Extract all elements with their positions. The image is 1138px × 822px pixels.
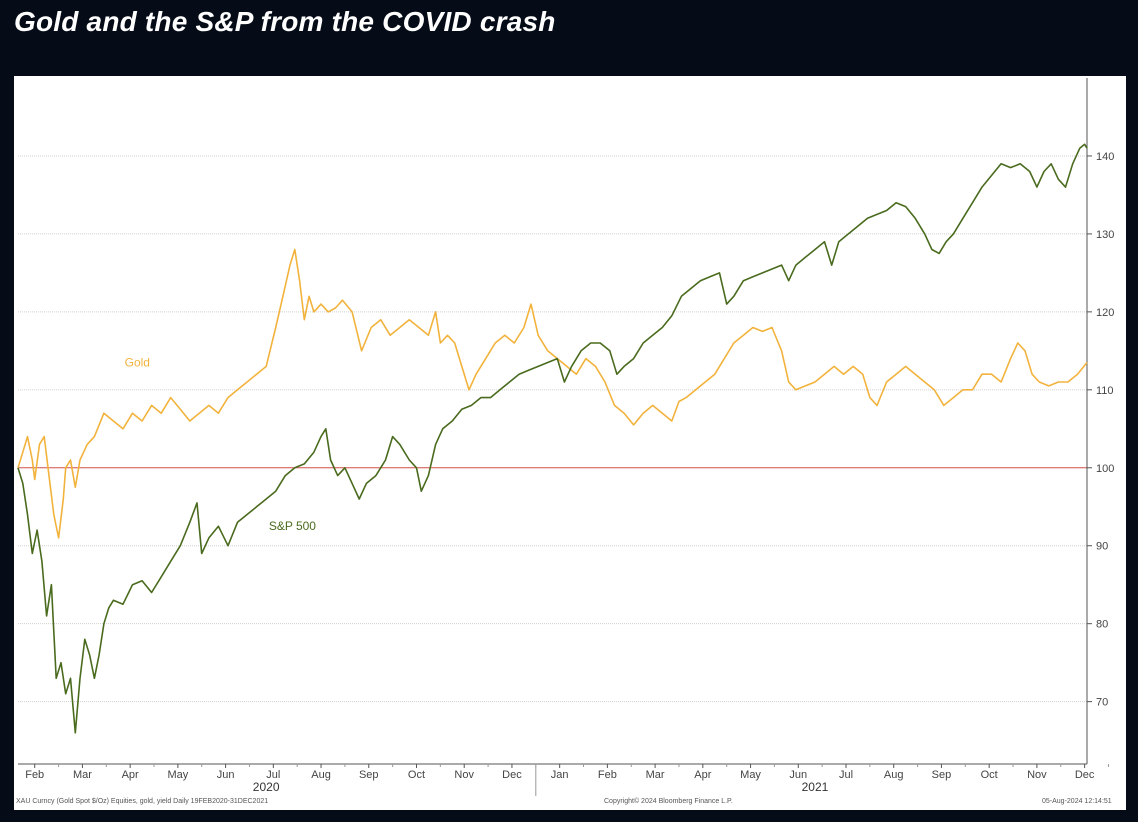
xtick-label-oct: Oct xyxy=(981,769,998,781)
year-label-2021: 2021 xyxy=(802,780,829,794)
series-labels: Gold S&P 500 xyxy=(125,355,317,533)
xtick-label-jun: Jun xyxy=(789,769,807,781)
xtick-label-sep: Sep xyxy=(932,769,952,781)
xtick-label-jul: Jul xyxy=(266,769,280,781)
line-chart: 70 80 90 100 110 120 130 140 Feb Mar Apr May Jun Jul A… xyxy=(16,78,1114,805)
footer-timestamp: 05-Aug-2024 12:14:51 xyxy=(1042,798,1112,805)
ytick-label-90: 90 xyxy=(1096,541,1108,553)
xtick-label-may: May xyxy=(740,769,761,781)
xtick-label-jan: Jan xyxy=(551,769,569,781)
series-label-gold: Gold xyxy=(125,355,150,369)
axes: 70 80 90 100 110 120 130 140 Feb Mar Apr May Jun Jul A… xyxy=(18,78,1114,796)
series-line-gold xyxy=(17,248,1088,539)
xtick-label-jul: Jul xyxy=(839,769,853,781)
xtick-label-aug: Aug xyxy=(311,769,331,781)
chart-title: Gold and the S&P from the COVID crash xyxy=(14,6,556,37)
series-label-s-p-500: S&P 500 xyxy=(269,519,316,533)
footer: XAU Curncy (Gold Spot $/Oz) Equities, go… xyxy=(16,797,1112,805)
xtick-label-mar: Mar xyxy=(73,769,92,781)
footer-copyright: Copyright© 2024 Bloomberg Finance L.P. xyxy=(604,797,733,805)
xtick-label-may: May xyxy=(167,769,188,781)
series-line-s-p-500 xyxy=(17,143,1088,734)
xtick-label-feb: Feb xyxy=(25,769,44,781)
xtick-label-jun: Jun xyxy=(217,769,235,781)
xtick-label-dec: Dec xyxy=(1075,769,1095,781)
ytick-label-120: 120 xyxy=(1096,307,1114,319)
ytick-label-100: 100 xyxy=(1096,463,1114,475)
xtick-label-nov: Nov xyxy=(1027,769,1047,781)
xtick-label-feb: Feb xyxy=(598,769,617,781)
xtick-label-apr: Apr xyxy=(694,769,711,781)
chart-panel: 70 80 90 100 110 120 130 140 Feb Mar Apr May Jun Jul A… xyxy=(14,76,1126,810)
xtick-label-mar: Mar xyxy=(646,769,665,781)
ytick-label-70: 70 xyxy=(1096,697,1108,709)
ytick-label-80: 80 xyxy=(1096,619,1108,631)
footer-source: XAU Curncy (Gold Spot $/Oz) Equities, go… xyxy=(16,798,268,805)
xtick-label-sep: Sep xyxy=(359,769,379,781)
xtick-label-oct: Oct xyxy=(408,769,425,781)
xtick-label-aug: Aug xyxy=(884,769,904,781)
xtick-label-nov: Nov xyxy=(454,769,474,781)
xtick-label-apr: Apr xyxy=(122,769,139,781)
ytick-label-140: 140 xyxy=(1096,151,1114,163)
year-label-2020: 2020 xyxy=(253,780,280,794)
series-lines xyxy=(17,143,1088,734)
xtick-label-dec: Dec xyxy=(502,769,522,781)
ytick-label-130: 130 xyxy=(1096,229,1114,241)
ytick-label-110: 110 xyxy=(1096,385,1114,397)
